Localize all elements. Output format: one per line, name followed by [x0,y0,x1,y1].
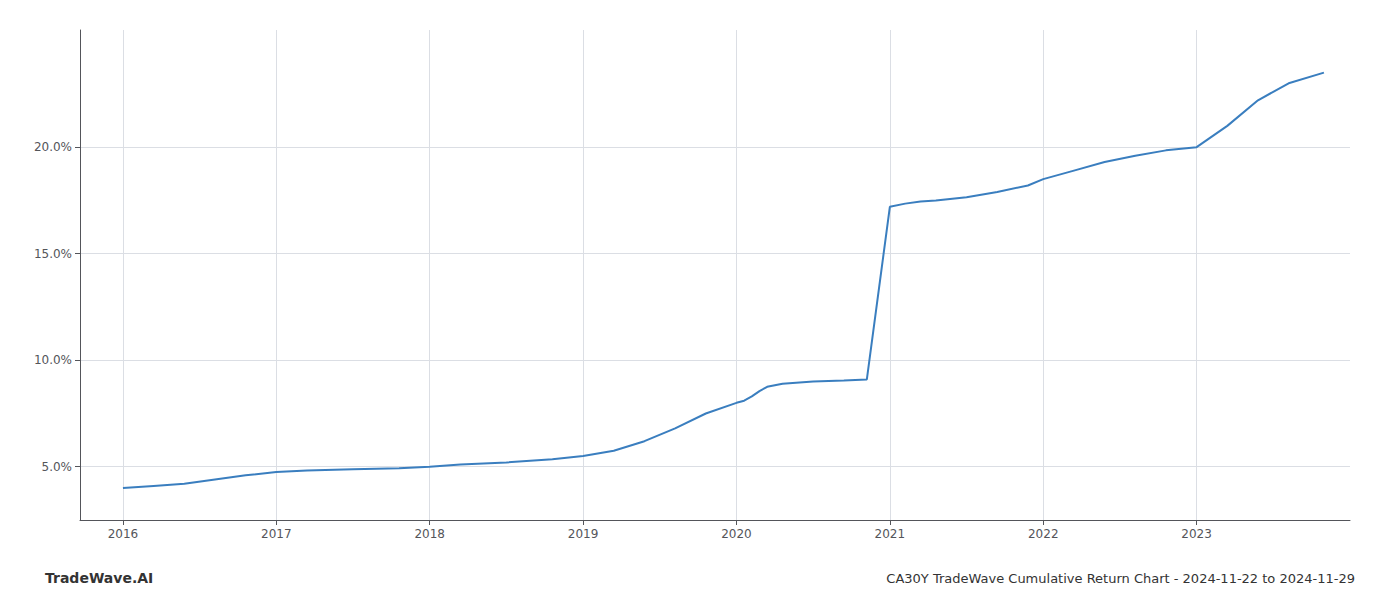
svg-text:2017: 2017 [261,527,292,541]
svg-text:TradeWave.AI: TradeWave.AI [45,570,153,586]
svg-text:2020: 2020 [721,527,752,541]
svg-text:15.0%: 15.0% [34,247,72,261]
svg-text:2019: 2019 [568,527,599,541]
svg-text:5.0%: 5.0% [42,460,73,474]
svg-text:CA30Y TradeWave Cumulative Ret: CA30Y TradeWave Cumulative Return Chart … [886,571,1355,586]
svg-text:2016: 2016 [108,527,139,541]
svg-text:2022: 2022 [1028,527,1059,541]
svg-text:2023: 2023 [1181,527,1212,541]
svg-text:2021: 2021 [875,527,906,541]
svg-text:20.0%: 20.0% [34,140,72,154]
svg-text:10.0%: 10.0% [34,353,72,367]
svg-text:2018: 2018 [414,527,445,541]
